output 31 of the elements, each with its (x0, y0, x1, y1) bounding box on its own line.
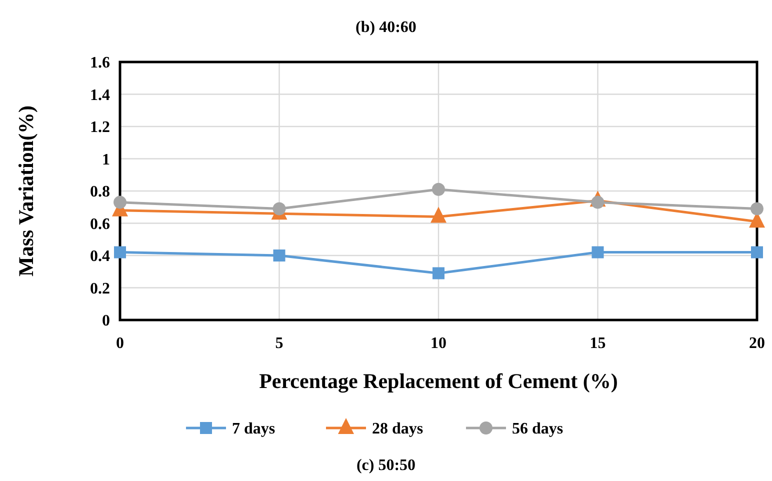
x-tick-label: 15 (590, 335, 606, 352)
point (750, 202, 764, 216)
point (114, 196, 126, 209)
text: (c) 50:50 (356, 457, 416, 474)
x-tick-label: 10 (430, 335, 446, 352)
y-tick-label: 1.6 (90, 54, 110, 72)
y-tick-label: 0 (102, 312, 110, 330)
x-tick-label: 20 (749, 335, 765, 352)
point (273, 250, 286, 262)
x-tick-label: 5 (275, 335, 284, 352)
legend-label: 28 days (372, 420, 424, 438)
point (272, 202, 286, 216)
y-tick-label: 0.2 (90, 280, 110, 298)
y-tick-label: 0.8 (90, 184, 110, 201)
y-tick-label: 0.4 (90, 248, 110, 266)
x-tick-label: 0 (116, 335, 124, 352)
y-axis-title: Mass Variation(%) (14, 106, 38, 276)
legend-label: 7 days (232, 420, 276, 438)
legend-label: 56 days (512, 420, 564, 438)
point (591, 196, 604, 209)
y-tick-label: 1.2 (90, 119, 110, 136)
y-tick-label: 1 (102, 151, 110, 168)
point (432, 182, 445, 196)
point (592, 246, 604, 258)
point (114, 246, 126, 258)
chart-title: (b) 40:60 (356, 19, 416, 36)
y-tick-label: 1.4 (90, 86, 110, 104)
point (432, 267, 444, 280)
y-tick-label: 0.6 (90, 216, 110, 233)
point (751, 246, 763, 258)
x-axis-title: Percentage Replacement of Cement (%) (259, 369, 618, 393)
